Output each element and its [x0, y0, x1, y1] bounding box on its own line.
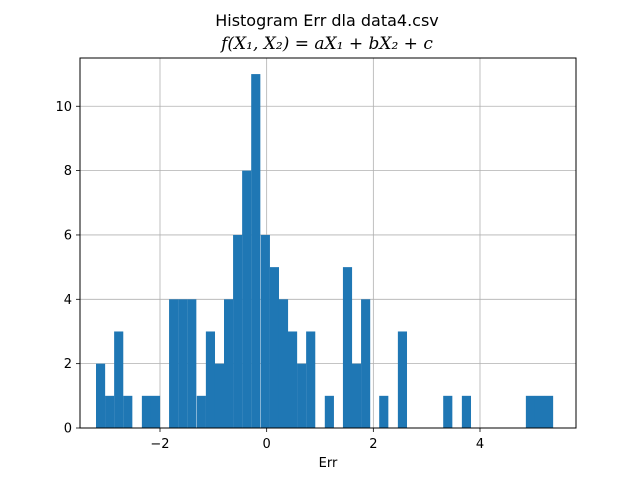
histogram-bar	[178, 299, 188, 428]
histogram-bar	[534, 395, 545, 428]
histogram-bar	[525, 395, 536, 428]
histogram-bars	[96, 74, 554, 428]
chart-title: Histogram Err dla data4.csv	[215, 11, 439, 30]
histogram-bar	[196, 395, 206, 428]
y-tick-label: 10	[55, 100, 72, 115]
histogram-bar	[251, 74, 261, 428]
chart-subtitle: f(X₁, X₂) = aX₁ + bX₂ + c	[219, 34, 433, 54]
y-tick-label: 8	[64, 164, 72, 179]
histogram-bar	[288, 331, 298, 428]
y-tick-label: 2	[64, 357, 72, 372]
histogram-bar	[260, 234, 270, 428]
x-axis-label: Err	[319, 456, 338, 471]
plot-area	[79, 57, 577, 429]
histogram-bar	[397, 331, 408, 428]
histogram-bar	[96, 363, 106, 428]
histogram-bar	[443, 395, 453, 428]
histogram-bar	[141, 395, 152, 428]
y-tick-label: 0	[64, 422, 72, 437]
histogram-bar	[187, 299, 197, 428]
histogram-bar	[150, 395, 161, 428]
x-tick-label: 2	[369, 437, 377, 452]
grid-lines	[80, 58, 576, 429]
histogram-bar	[544, 395, 554, 428]
histogram-bar	[352, 363, 362, 428]
histogram-bar	[214, 363, 225, 428]
histogram-bar	[169, 299, 179, 428]
histogram-bar	[205, 331, 216, 428]
x-tick-label: −2	[150, 437, 169, 452]
histogram-bar	[123, 395, 133, 428]
x-tick-label: 4	[476, 437, 484, 452]
axis-ticks: −2 0 2 4 0 2 4 6 8 10	[55, 100, 484, 452]
histogram-bar	[233, 234, 243, 428]
histogram-bar	[269, 267, 280, 428]
histogram-bar	[306, 331, 316, 428]
y-tick-label: 6	[64, 228, 72, 243]
histogram-bar	[324, 395, 334, 428]
histogram-bar	[105, 395, 115, 428]
histogram-bar	[278, 299, 289, 428]
histogram-bar	[379, 395, 389, 428]
y-tick-label: 4	[64, 293, 72, 308]
x-tick-label: 0	[263, 437, 271, 452]
histogram-bar	[297, 363, 307, 428]
histogram-bar	[224, 299, 234, 428]
histogram-bar	[342, 267, 353, 428]
histogram-bar	[361, 299, 371, 428]
histogram-bar	[114, 331, 124, 428]
histogram-bar	[242, 170, 252, 428]
histogram-bar	[461, 395, 472, 428]
